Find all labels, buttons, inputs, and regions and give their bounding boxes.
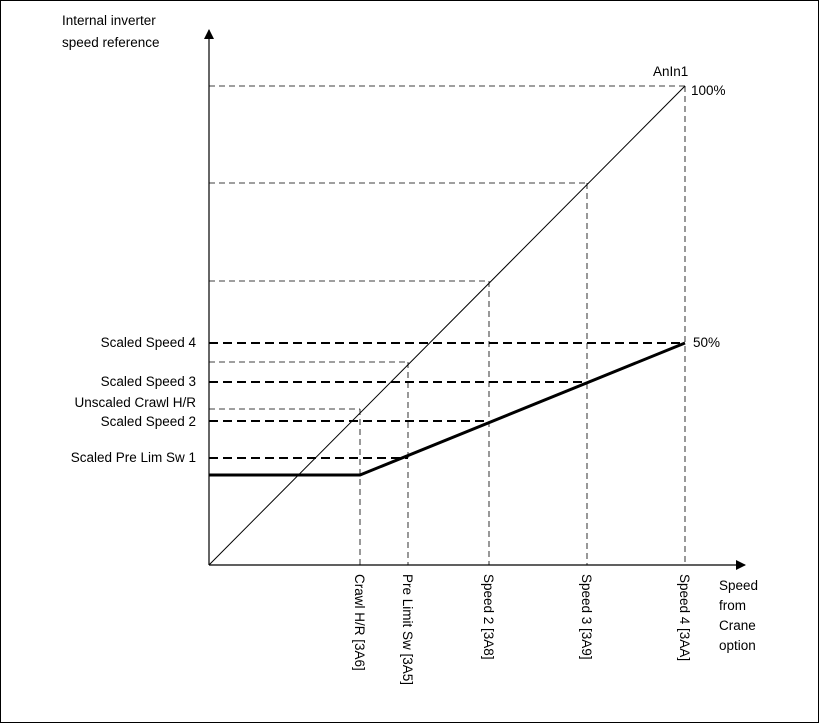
label-scaled-speed3: Scaled Speed 3 (101, 374, 196, 389)
x-axis-label-line1: Speed (719, 578, 758, 593)
y-axis-label-line2: speed reference (62, 35, 160, 50)
label-speed2: Speed 2 [3A8] (481, 574, 496, 660)
y-axis-label-line1: Internal inverter (62, 13, 156, 28)
label-scaled-speed2: Scaled Speed 2 (101, 414, 196, 429)
x-axis-label-line4: option (719, 638, 756, 653)
x-axis-label-line2: from (719, 598, 746, 613)
label-scaled-speed4: Scaled Speed 4 (101, 335, 197, 350)
label-speed4: Speed 4 [3AA] (677, 574, 692, 661)
label-speed3: Speed 3 [3A9] (579, 574, 594, 660)
x-labels: Crawl H/R [3A6] Pre Limit Sw [3A5] Speed… (352, 574, 692, 685)
x-axis-label-line3: Crane (719, 618, 756, 633)
label-unscaled-crawl: Unscaled Crawl H/R (74, 395, 196, 410)
anin1-diagonal-line (208, 85, 686, 566)
percent-50-label: 50% (693, 335, 720, 350)
y-labels: Scaled Speed 4 Scaled Speed 3 Unscaled C… (71, 335, 197, 465)
anin1-label: AnIn1 (653, 64, 688, 79)
label-crawl-hr: Crawl H/R [3A6] (352, 574, 367, 671)
percent-100-label: 100% (691, 83, 726, 98)
scaled-speed-curve (209, 341, 686, 477)
label-scaled-prelim: Scaled Pre Lim Sw 1 (71, 450, 196, 465)
label-pre-limit-sw: Pre Limit Sw [3A5] (400, 574, 415, 685)
scaled-speed-lines (209, 342, 685, 459)
